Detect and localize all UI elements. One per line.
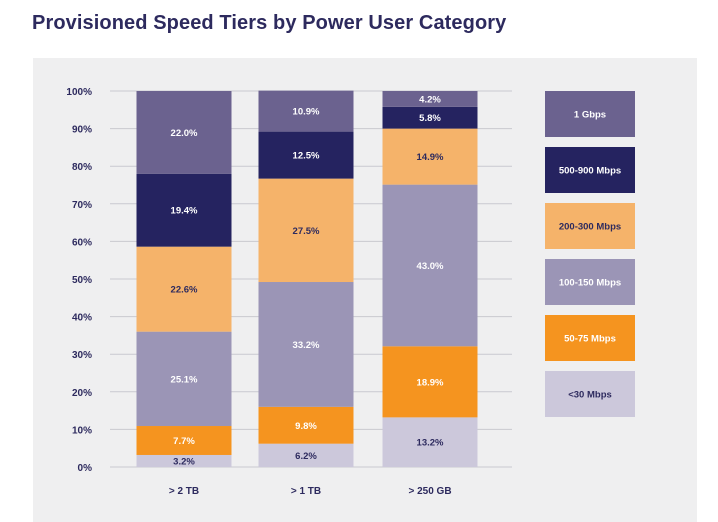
data-label: 7.7% [173,436,195,447]
y-tick-label: 20% [72,388,92,399]
bar-segment [258,131,354,179]
legend-swatch [545,203,635,249]
x-tick-label: > 250 GB [408,486,451,497]
bar-segment [382,417,478,467]
y-tick-label: 50% [72,275,92,286]
bar-segment [136,246,232,332]
x-tick-label: > 1 TB [291,486,321,497]
data-label: 12.5% [293,151,320,162]
y-tick-label: 80% [72,162,92,173]
bar-segment [258,282,354,407]
legend-label: <30 Mbps [568,390,612,401]
legend-label: 1 Gbps [574,110,606,121]
legend-label: 100-150 Mbps [559,278,621,289]
legend-label: 50-75 Mbps [564,334,616,345]
y-tick-label: 100% [66,87,92,98]
data-label: 3.2% [173,456,195,467]
bar-segment [382,91,478,107]
x-tick-label: > 2 TB [169,486,199,497]
y-tick-label: 30% [72,350,92,361]
data-label: 22.0% [171,128,198,139]
y-tick-label: 10% [72,425,92,436]
data-label: 25.1% [171,374,198,385]
data-label: 5.8% [419,113,441,124]
data-label: 13.2% [417,438,444,449]
legend-swatch [545,147,635,193]
y-tick-label: 70% [72,200,92,211]
bar-segment [136,173,232,247]
data-label: 9.8% [295,421,317,432]
bar-segment [382,128,478,185]
y-tick-label: 40% [72,313,92,324]
bar-segment [136,331,232,427]
data-label: 27.5% [293,226,320,237]
data-label: 14.9% [417,152,444,163]
bar-segment [136,454,232,467]
bar-segment [258,406,354,444]
chart-title: Provisioned Speed Tiers by Power User Ca… [32,12,507,34]
legend-label: 200-300 Mbps [559,222,621,233]
bar-segment [136,426,232,455]
bar-segment [382,346,478,418]
data-label: 33.2% [293,340,320,351]
data-label: 19.4% [171,206,198,217]
data-label: 6.2% [295,451,317,462]
y-tick-label: 0% [78,463,93,474]
bar-segment [258,178,354,283]
data-label: 18.9% [417,377,444,388]
legend-swatch [545,315,635,361]
data-label: 4.2% [419,94,441,105]
data-label: 10.9% [293,107,320,118]
legend-label: 500-900 Mbps [559,166,621,177]
legend-swatch [545,259,635,305]
legend-swatch [545,91,635,137]
bar-segment [258,443,354,467]
bar-segment [382,106,478,129]
bar-segment [136,91,232,174]
bar-segment [258,90,354,132]
legend-swatch [545,371,635,417]
data-label: 43.0% [417,261,444,272]
bar-segment [382,184,478,347]
data-label: 22.6% [171,285,198,296]
y-tick-label: 60% [72,237,92,248]
y-tick-label: 90% [72,125,92,136]
